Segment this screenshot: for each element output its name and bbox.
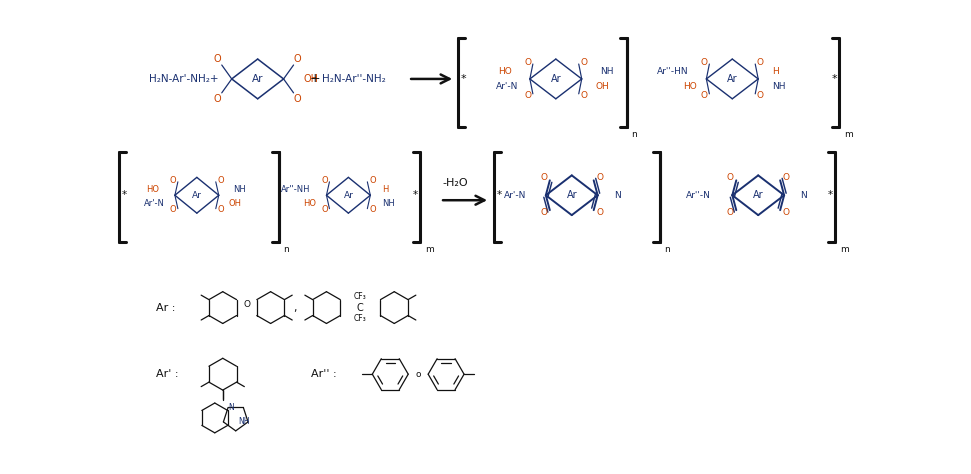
Text: O: O: [170, 205, 176, 214]
Text: Ar'-N: Ar'-N: [504, 191, 526, 200]
Text: N: N: [228, 403, 234, 412]
Text: O: O: [581, 91, 587, 100]
Text: Ar: Ar: [727, 74, 738, 84]
Text: N: N: [800, 191, 807, 200]
Text: Ar: Ar: [251, 74, 263, 84]
Text: O: O: [170, 176, 176, 185]
Text: C: C: [357, 302, 364, 312]
Text: Ar' :: Ar' :: [156, 369, 179, 379]
Text: OH: OH: [595, 82, 610, 91]
Text: Ar: Ar: [753, 190, 763, 200]
Text: *: *: [831, 74, 837, 84]
Text: O: O: [218, 205, 224, 214]
Text: HO: HO: [498, 67, 512, 76]
Text: Ar: Ar: [566, 190, 577, 200]
Text: Ar''-N: Ar''-N: [686, 191, 711, 200]
Text: O: O: [783, 208, 789, 217]
Text: Ar'-N: Ar'-N: [495, 82, 518, 91]
Text: O: O: [727, 173, 734, 182]
Text: m: m: [844, 130, 853, 139]
Text: O: O: [701, 58, 708, 67]
Text: n: n: [664, 246, 670, 255]
Text: Ar: Ar: [344, 191, 353, 200]
Text: O: O: [701, 91, 708, 100]
Text: OH: OH: [229, 199, 242, 208]
Text: OH: OH: [304, 74, 319, 84]
Text: O: O: [756, 58, 764, 67]
Text: n: n: [631, 130, 637, 139]
Text: O: O: [321, 176, 328, 185]
Text: NH: NH: [600, 67, 613, 76]
Text: H₂N-Ar''-NH₂: H₂N-Ar''-NH₂: [322, 74, 386, 84]
Text: O: O: [293, 94, 301, 104]
Text: *: *: [121, 190, 126, 200]
Text: +: +: [309, 73, 319, 85]
Text: O: O: [756, 91, 764, 100]
Text: H: H: [772, 67, 779, 76]
Text: HO: HO: [683, 82, 696, 91]
Text: CF₃: CF₃: [354, 292, 367, 301]
Text: *: *: [827, 190, 832, 200]
Text: O: O: [540, 208, 548, 217]
Text: Ar :: Ar :: [156, 302, 176, 312]
Text: -H₂O: -H₂O: [442, 178, 468, 188]
Text: NH: NH: [233, 185, 246, 194]
Text: *: *: [413, 190, 418, 200]
Text: O: O: [596, 173, 603, 182]
Text: O: O: [243, 300, 251, 309]
Text: O: O: [214, 54, 221, 64]
Text: O: O: [524, 58, 531, 67]
Text: Ar: Ar: [551, 74, 561, 84]
Text: Ar'-N: Ar'-N: [144, 199, 165, 208]
Text: Ar'' :: Ar'' :: [311, 369, 336, 379]
Text: N: N: [614, 191, 620, 200]
Text: *: *: [460, 74, 466, 84]
Text: HO: HO: [304, 199, 317, 208]
Text: CF₃: CF₃: [354, 314, 367, 323]
Text: O: O: [369, 176, 376, 185]
Text: O: O: [321, 205, 328, 214]
Text: O: O: [540, 173, 548, 182]
Text: H: H: [383, 185, 388, 194]
Text: Ar''-NH: Ar''-NH: [281, 185, 311, 194]
Text: O: O: [218, 176, 224, 185]
Text: O: O: [214, 94, 221, 104]
Text: O: O: [293, 54, 301, 64]
Text: m: m: [840, 246, 849, 255]
Text: n: n: [284, 246, 289, 255]
Text: *: *: [496, 190, 502, 200]
Text: O: O: [727, 208, 734, 217]
Text: Ar''-HN: Ar''-HN: [656, 67, 688, 76]
Text: o: o: [416, 370, 421, 379]
Text: H₂N-Ar'-NH₂+: H₂N-Ar'-NH₂+: [149, 74, 218, 84]
Text: O: O: [783, 173, 789, 182]
Text: O: O: [369, 205, 376, 214]
Text: Ar: Ar: [192, 191, 202, 200]
Text: O: O: [581, 58, 587, 67]
Text: O: O: [524, 91, 531, 100]
Text: O: O: [596, 208, 603, 217]
Text: NH: NH: [772, 82, 786, 91]
Text: m: m: [425, 246, 434, 255]
Text: NH: NH: [383, 199, 395, 208]
Text: NH: NH: [238, 418, 250, 427]
Text: ,: ,: [293, 302, 296, 312]
Text: HO: HO: [146, 185, 159, 194]
